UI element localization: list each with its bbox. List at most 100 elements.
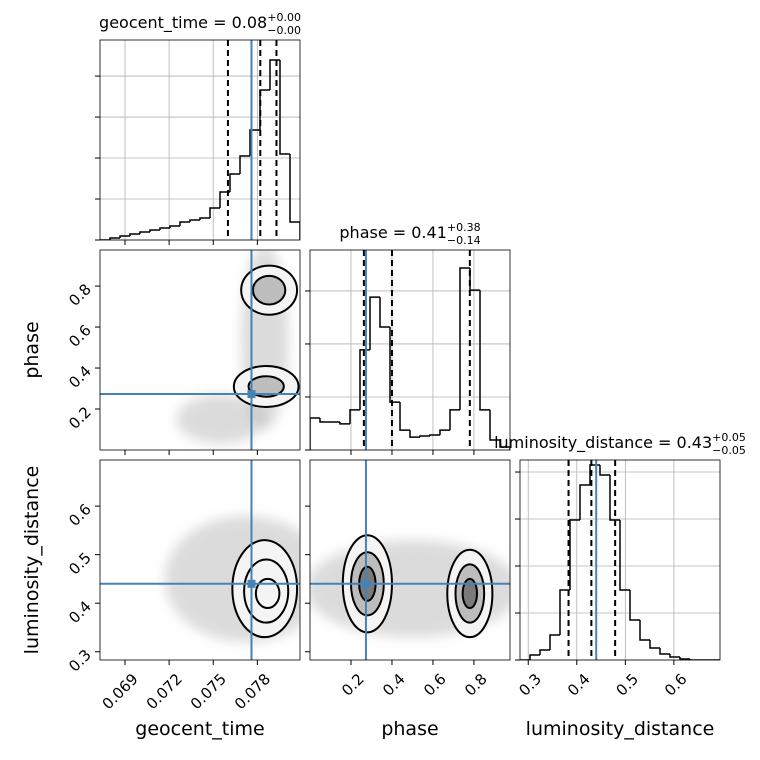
panel-frame: [519, 459, 721, 661]
title-text: luminosity_distance = 0.43: [494, 433, 712, 453]
title-upper: +0.38: [447, 221, 481, 234]
hist-step: [339, 422, 350, 425]
title-lower: −0.14: [447, 234, 481, 247]
x-tick-label: 0.6: [661, 670, 691, 700]
hist-step: [669, 653, 680, 658]
hist-step: [649, 639, 660, 649]
hist-step: [489, 409, 500, 441]
hist-step: [569, 519, 580, 590]
y-tick-label: 0.8: [65, 280, 95, 310]
hist-step: [239, 155, 250, 175]
x-tick-label: 0.069: [99, 670, 142, 713]
hist-step: [129, 233, 140, 236]
x-tick-label: 0.6: [420, 670, 450, 700]
hist-step: [199, 217, 210, 220]
hist-panel: [95, 39, 301, 241]
hist-step: [629, 589, 640, 621]
hist-step: [179, 221, 190, 226]
hist-step: [279, 60, 290, 155]
hist-step: [249, 129, 260, 156]
hist-step: [419, 435, 430, 438]
hist-step: [259, 89, 270, 130]
x-axis-label: luminosity_distance: [526, 718, 715, 740]
hist-step: [310, 417, 320, 450]
title-text: geocent_time = 0.08: [99, 13, 267, 33]
contour: [247, 375, 285, 398]
hist-step: [399, 402, 410, 431]
x-tick-label: 0.3: [515, 670, 545, 700]
hist-step: [659, 647, 670, 655]
hist-step: [459, 267, 470, 410]
hist-step: [269, 59, 280, 90]
hist-step: [679, 656, 690, 660]
hist-step: [409, 430, 420, 438]
y-tick-label: 0.2: [65, 403, 95, 433]
hist-step: [499, 440, 510, 450]
hist-step: [139, 231, 150, 235]
x-tick-label: 0.078: [231, 670, 274, 713]
title-lower: −0.00: [267, 24, 301, 37]
hist-step: [389, 326, 400, 403]
hist-step: [559, 589, 570, 635]
hist-panel: [305, 249, 511, 451]
pair-panel: [310, 460, 510, 660]
panel-frame: [99, 39, 301, 241]
title-upper: +0.00: [267, 11, 301, 24]
y-tick-label: 0.5: [65, 549, 95, 579]
panel-title: luminosity_distance = 0.43+0.05 −0.05: [494, 431, 746, 457]
hist-panel: [515, 459, 721, 661]
hist-step: [479, 290, 490, 411]
y-tick-label: 0.6: [65, 500, 95, 530]
hist-step: [229, 173, 240, 192]
x-tick-label: 0.8: [461, 670, 491, 700]
panel-title: geocent_time = 0.08+0.00 −0.00: [99, 11, 301, 37]
hist-step: [609, 475, 620, 521]
hist-step: [369, 296, 380, 350]
hist-step: [119, 235, 130, 239]
y-tick-label: 0.4: [65, 597, 95, 627]
y-tick-label: 0.6: [65, 321, 95, 351]
hist-step: [149, 229, 160, 232]
hist-step: [639, 619, 650, 641]
title-text: phase = 0.41: [339, 223, 446, 242]
hist-step: [319, 417, 330, 423]
hist-step: [429, 434, 440, 437]
y-tick-label: 0.3: [65, 646, 95, 676]
contour: [461, 577, 479, 610]
contour: [251, 274, 287, 306]
truth-marker: [247, 390, 256, 399]
contour: [254, 577, 281, 610]
title-lower: −0.05: [712, 444, 746, 457]
panel-frame: [99, 249, 301, 451]
pair-panel: [100, 250, 300, 450]
x-tick-label: 0.4: [379, 670, 409, 700]
truth-marker: [247, 579, 256, 588]
hist-step: [439, 429, 450, 435]
hist-step: [579, 484, 590, 520]
hist-step: [109, 237, 120, 240]
x-tick-label: 0.2: [338, 670, 368, 700]
title-upper: +0.05: [712, 431, 746, 444]
hist-step: [169, 225, 180, 229]
pair-panel: [100, 460, 300, 660]
y-tick-label: 0.4: [65, 362, 95, 392]
sample-cloud: [176, 394, 265, 444]
panel-frame: [309, 249, 511, 451]
hist-step: [549, 634, 560, 651]
x-tick-label: 0.4: [564, 670, 594, 700]
hist-step: [599, 464, 610, 476]
x-tick-label: 0.072: [143, 670, 186, 713]
hist-step: [619, 519, 630, 591]
hist-step: [469, 268, 480, 291]
y-axis-label: phase: [21, 321, 43, 378]
x-axis-label: phase: [381, 718, 438, 740]
hist-step: [219, 191, 230, 209]
panel-frame: [99, 459, 301, 661]
x-tick-label: 0.5: [612, 670, 642, 700]
hist-step: [289, 154, 300, 240]
hist-step: [349, 409, 360, 424]
hist-step: [529, 654, 540, 660]
hist-step: [189, 219, 200, 222]
hist-step: [379, 297, 390, 328]
